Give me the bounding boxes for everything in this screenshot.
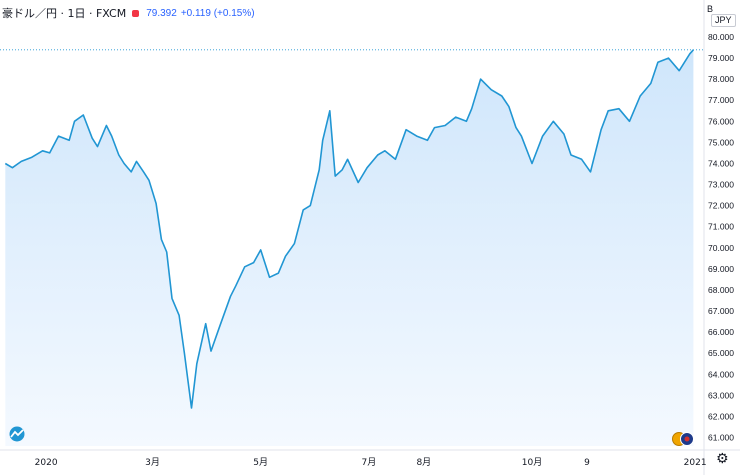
x-tick-label: 8月 bbox=[416, 457, 431, 468]
y-tick-label: 63.000 bbox=[708, 390, 734, 400]
time-axis: 2020 3月 5月 7月 8月 10月 9 2021 bbox=[0, 449, 740, 468]
x-tick-label: 7月 bbox=[361, 457, 376, 468]
y-tick-label: 66.000 bbox=[708, 327, 734, 337]
currency-badge: JPY bbox=[711, 14, 736, 27]
x-tick-label: 2021 bbox=[684, 458, 707, 468]
series-area bbox=[5, 49, 694, 447]
x-tick-label: 3月 bbox=[145, 457, 160, 468]
x-tick-label: 5月 bbox=[253, 457, 268, 468]
y-tick-label: 69.000 bbox=[708, 264, 734, 274]
currency-prefix: B bbox=[707, 4, 714, 14]
currency-label[interactable]: B JPY bbox=[707, 4, 740, 27]
market-status-icon bbox=[132, 9, 140, 17]
y-tick-label: 76.000 bbox=[708, 116, 734, 126]
y-tick-label: 67.000 bbox=[708, 306, 734, 316]
price-axis: 80.000 79.000 78.000 77.000 76.000 75.000 74.0… bbox=[703, 0, 734, 475]
y-tick-label: 68.000 bbox=[708, 285, 734, 295]
y-tick-label: 62.000 bbox=[708, 411, 734, 421]
y-tick-label: 70.000 bbox=[708, 243, 734, 253]
chart-header: 豪ドル／円 · 1日 · FXCM 79.392 +0.119 (+0.15%) bbox=[2, 5, 255, 21]
last-price: 79.392 bbox=[146, 7, 177, 19]
x-tick-label: 10月 bbox=[522, 457, 542, 468]
symbol-label[interactable]: 豪ドル／円 · 1日 · FXCM bbox=[2, 7, 127, 20]
y-tick-label: 75.000 bbox=[708, 137, 734, 147]
series-line bbox=[4, 49, 694, 409]
y-tick-label: 61.000 bbox=[708, 433, 734, 443]
tradingview-logo-icon[interactable] bbox=[8, 426, 26, 442]
y-tick-label: 80.000 bbox=[708, 32, 734, 42]
y-tick-label: 79.000 bbox=[708, 53, 734, 63]
x-tick-label: 2020 bbox=[35, 458, 58, 468]
gear-icon[interactable]: ⚙ bbox=[716, 451, 729, 467]
x-tick-label: 9 bbox=[584, 458, 590, 468]
price-change: +0.119 (+0.15%) bbox=[180, 7, 255, 19]
y-tick-label: 78.000 bbox=[708, 74, 734, 84]
y-tick-label: 73.000 bbox=[708, 180, 734, 190]
y-tick-label: 74.000 bbox=[708, 158, 734, 168]
y-tick-label: 77.000 bbox=[708, 95, 734, 105]
y-tick-label: 65.000 bbox=[708, 348, 734, 358]
y-tick-label: 64.000 bbox=[708, 369, 734, 379]
currency-flag-icon bbox=[672, 432, 694, 446]
y-tick-label: 72.000 bbox=[708, 201, 734, 211]
y-tick-label: 71.000 bbox=[708, 222, 734, 232]
